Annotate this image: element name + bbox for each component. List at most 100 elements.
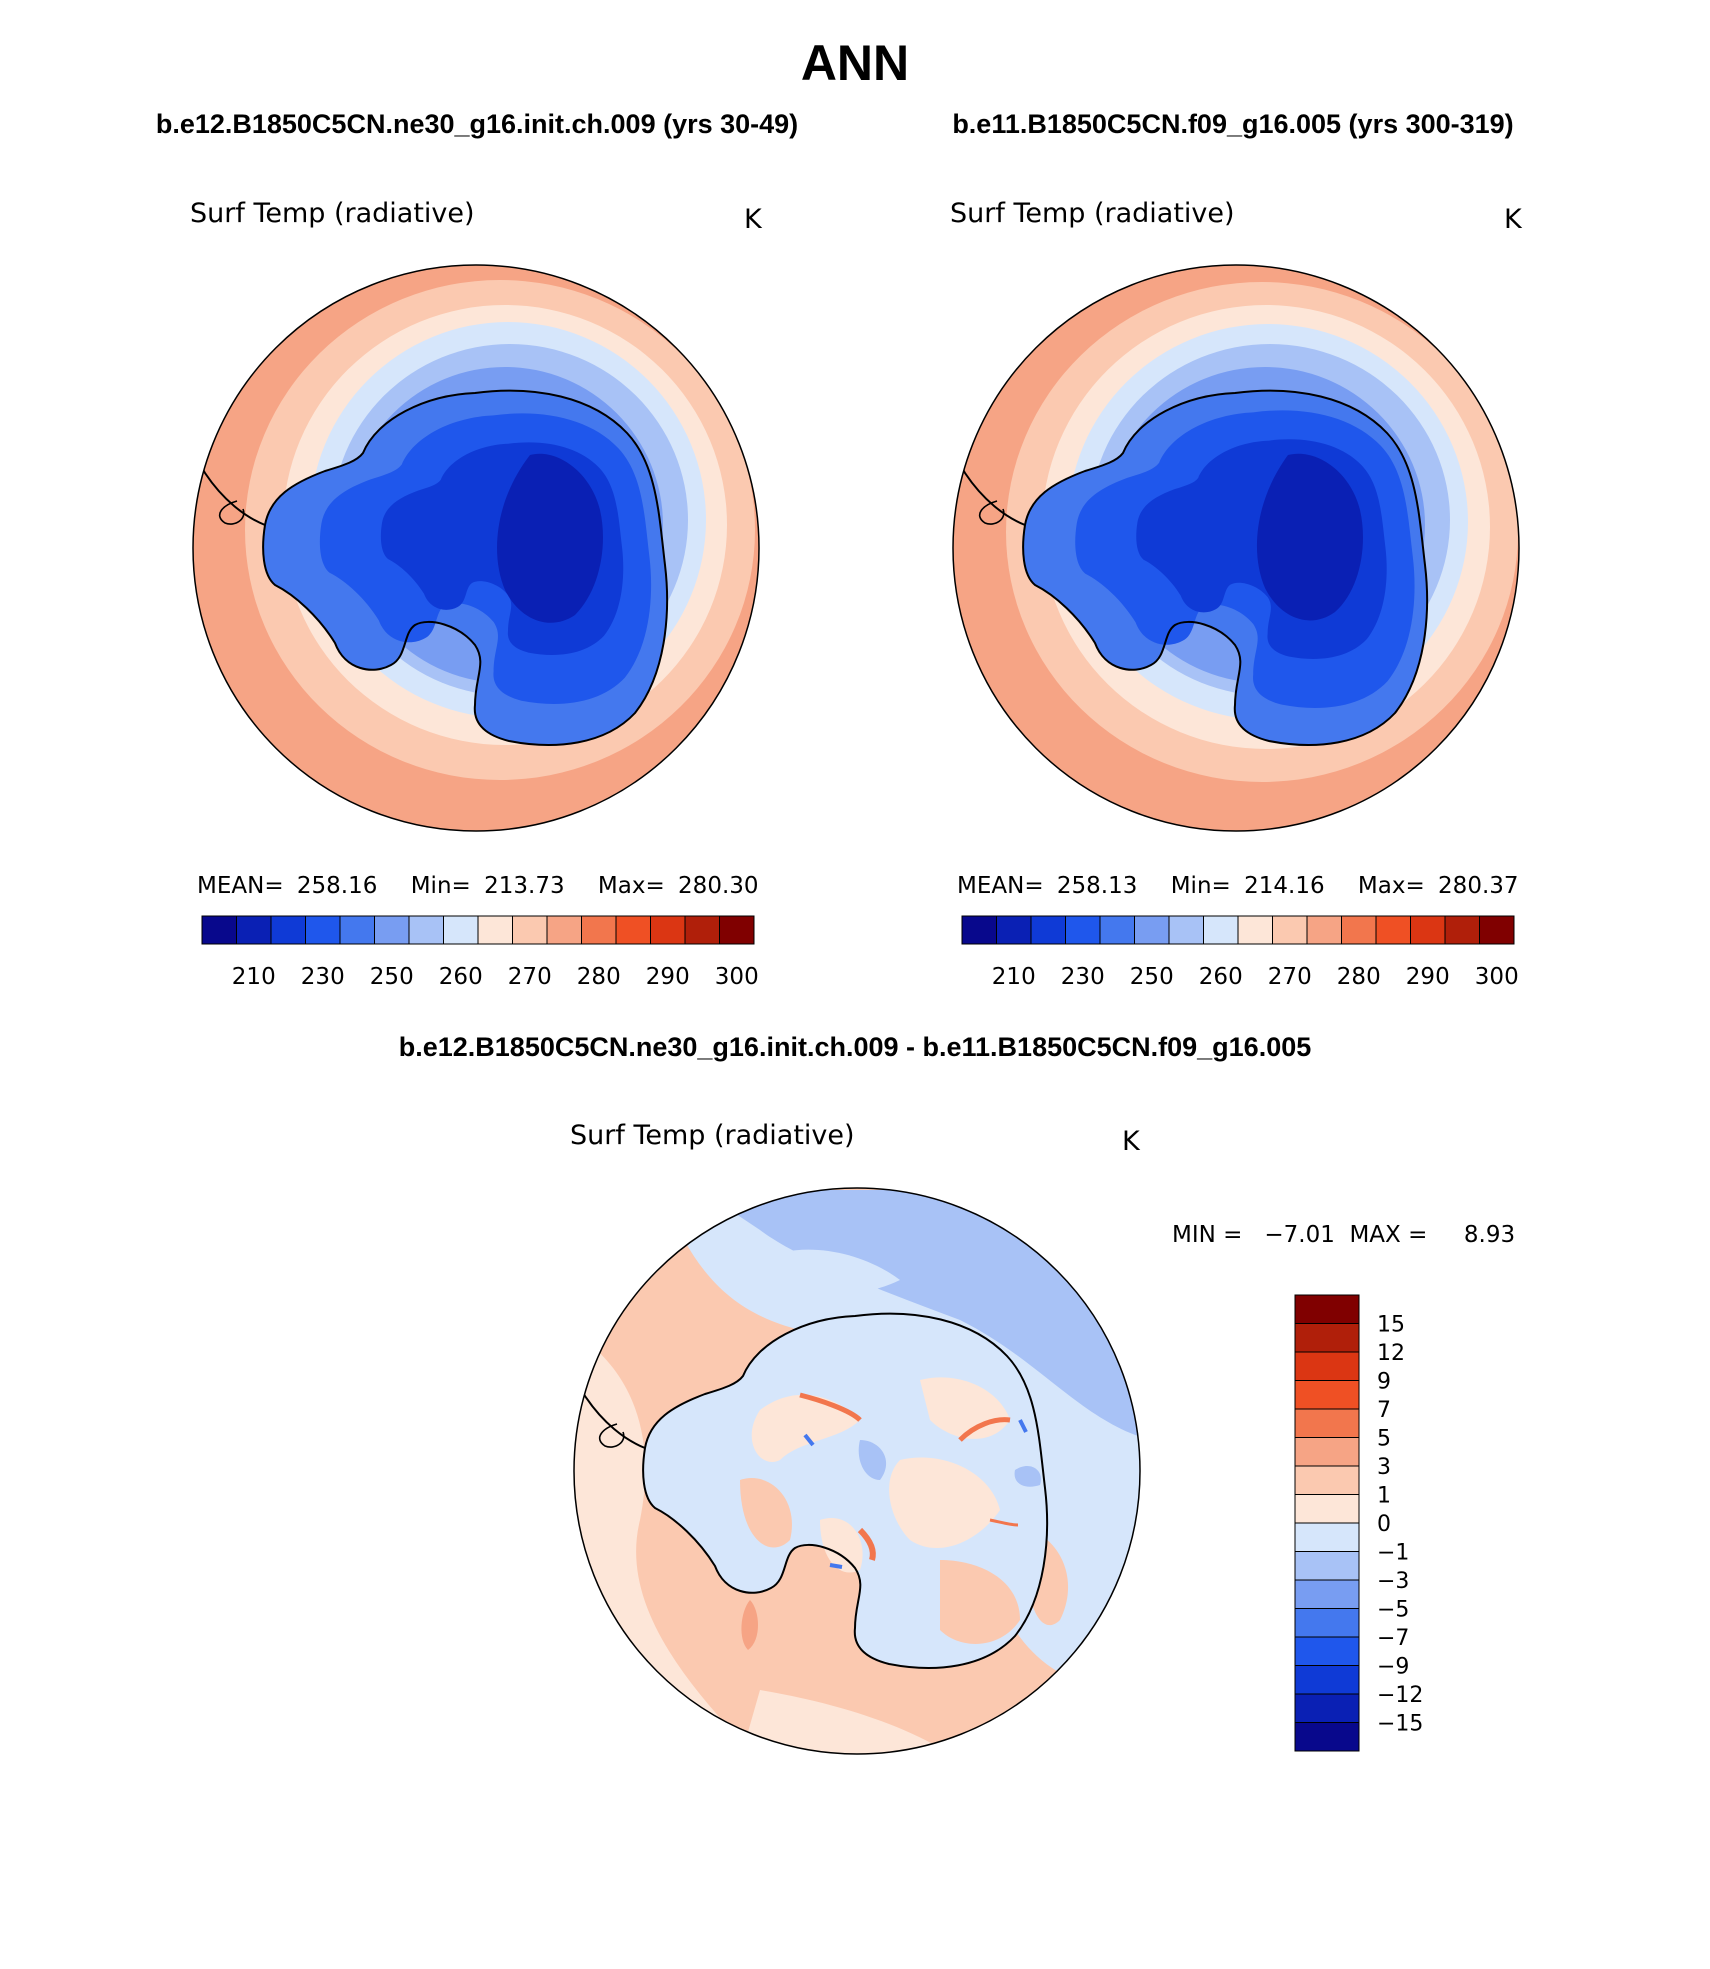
- panel-right-colorbar: 210 230 250 260 270 280 290 300: [961, 915, 1519, 990]
- diff-map-border: [573, 1187, 1141, 1755]
- diff-colorbar-swatch: [1294, 1551, 1360, 1581]
- panel-right-units: K: [1504, 204, 1523, 235]
- diff-colorbar-swatch: [1294, 1494, 1360, 1524]
- diff-colorbar-swatch: [1294, 1693, 1360, 1723]
- left-colorbar-tick-label: 260: [439, 964, 483, 990]
- diff-colorbar-swatch: [1294, 1665, 1360, 1695]
- right-colorbar-swatch: [1030, 915, 1066, 945]
- diff-colorbar-swatch: [1294, 1380, 1360, 1410]
- diff-colorbar-tick-label: 3: [1377, 1455, 1391, 1480]
- panel-right-map: [953, 265, 1519, 831]
- left-colorbar-tick-label: 300: [715, 964, 759, 990]
- left-colorbar-swatch: [546, 915, 582, 945]
- left-colorbar-tick-label: 250: [370, 964, 414, 990]
- diff-colorbar-tick-label: −12: [1377, 1683, 1423, 1708]
- right-colorbar-swatch: [1444, 915, 1480, 945]
- right-colorbar-tick-label: 290: [1406, 964, 1450, 990]
- right-colorbar-swatch: [961, 915, 997, 945]
- diff-colorbar-tick-label: −15: [1377, 1712, 1423, 1737]
- left-colorbar-tick-label: 230: [301, 964, 345, 990]
- diff-title: b.e12.B1850C5CN.ne30_g16.init.ch.009 - b…: [399, 1032, 1312, 1062]
- left-colorbar-swatch: [443, 915, 479, 945]
- right-colorbar-swatch: [996, 915, 1032, 945]
- left-colorbar-swatch: [339, 915, 375, 945]
- panel-right-case-title: b.e11.B1850C5CN.f09_g16.005 (yrs 300-319…: [952, 109, 1513, 139]
- diff-units: K: [1122, 1126, 1141, 1157]
- diff-colorbar-swatch: [1294, 1351, 1360, 1381]
- diff-colorbar-tick-label: 1: [1377, 1484, 1391, 1509]
- panel-left-map-border: [192, 264, 760, 832]
- right-colorbar-swatch: [1168, 915, 1204, 945]
- right-colorbar-tick-label: 230: [1061, 964, 1105, 990]
- left-colorbar-swatch: [684, 915, 720, 945]
- diff-colorbar-tick-label: 15: [1377, 1313, 1405, 1338]
- right-colorbar-tick-label: 300: [1475, 964, 1519, 990]
- left-colorbar-swatch: [512, 915, 548, 945]
- diff-colorbar-swatch: [1294, 1323, 1360, 1353]
- panel-left: Surf Temp (radiative) K MEAN= 258.16 Min…: [190, 198, 763, 990]
- panel-left-stats: MEAN= 258.16 Min= 213.73 Max= 280.30: [197, 873, 759, 899]
- diff-colorbar-tick-label: −3: [1377, 1569, 1409, 1594]
- left-colorbar-tick-label: 210: [232, 964, 276, 990]
- diff-minmax: MIN = −7.01 MAX = 8.93: [1172, 1222, 1515, 1248]
- right-colorbar-swatch: [1375, 915, 1411, 945]
- left-colorbar-swatch: [477, 915, 513, 945]
- panel-left-colorbar: 210 230 250 260 270 280 290 300: [201, 915, 759, 990]
- left-colorbar-swatch: [719, 915, 755, 945]
- diff-colorbar-swatch: [1294, 1408, 1360, 1438]
- diff-colorbar-swatch: [1294, 1522, 1360, 1552]
- left-colorbar-swatch: [581, 915, 617, 945]
- left-colorbar-swatch: [201, 915, 237, 945]
- panel-left-units: K: [744, 204, 763, 235]
- left-colorbar-swatch: [305, 915, 341, 945]
- panel-diff: Surf Temp (radiative) K: [570, 1120, 1515, 1755]
- right-colorbar-swatch: [1099, 915, 1135, 945]
- right-colorbar-tick-label: 210: [992, 964, 1036, 990]
- left-colorbar-swatch: [615, 915, 651, 945]
- right-colorbar-swatch: [1410, 915, 1446, 945]
- panel-left-case-title: b.e12.B1850C5CN.ne30_g16.init.ch.009 (yr…: [156, 109, 798, 139]
- diff-colorbar-swatch: [1294, 1636, 1360, 1666]
- right-colorbar-swatch: [1479, 915, 1515, 945]
- left-colorbar-swatch: [270, 915, 306, 945]
- right-colorbar-swatch: [1065, 915, 1101, 945]
- right-colorbar-tick-label: 250: [1130, 964, 1174, 990]
- diff-colorbar-tick-label: −7: [1377, 1626, 1409, 1651]
- diff-colorbar-tick-label: 12: [1377, 1341, 1405, 1366]
- diff-colorbar-swatch: [1294, 1437, 1360, 1467]
- diff-map: [574, 1188, 1140, 1754]
- right-colorbar-swatch: [1203, 915, 1239, 945]
- panel-left-variable: Surf Temp (radiative): [190, 198, 475, 229]
- panel-right-variable: Surf Temp (radiative): [950, 198, 1235, 229]
- diff-colorbar-tick-label: −5: [1377, 1598, 1409, 1623]
- diff-colorbar-swatch: [1294, 1294, 1360, 1324]
- right-colorbar-swatch: [1272, 915, 1308, 945]
- right-colorbar-swatch: [1306, 915, 1342, 945]
- left-colorbar-tick-label: 280: [577, 964, 621, 990]
- panel-right: Surf Temp (radiative) K MEAN= 258.13 Min…: [950, 198, 1523, 990]
- diff-variable: Surf Temp (radiative): [570, 1120, 855, 1151]
- panel-left-map: [193, 265, 759, 831]
- left-colorbar-swatch: [408, 915, 444, 945]
- right-colorbar-swatch: [1134, 915, 1170, 945]
- right-colorbar-tick-label: 280: [1337, 964, 1381, 990]
- main-title: ANN: [801, 35, 909, 91]
- right-colorbar-tick-label: 260: [1199, 964, 1243, 990]
- diff-colorbar-tick-label: −9: [1377, 1655, 1409, 1680]
- left-colorbar-swatch: [374, 915, 410, 945]
- diff-colorbar-swatch: [1294, 1608, 1360, 1638]
- diff-colorbar-swatch: [1294, 1579, 1360, 1609]
- diff-colorbar-tick-label: 9: [1377, 1370, 1391, 1395]
- diff-colorbar-swatch: [1294, 1722, 1360, 1752]
- diff-colorbar-swatch: [1294, 1465, 1360, 1495]
- right-colorbar-swatch: [1341, 915, 1377, 945]
- left-colorbar-tick-label: 270: [508, 964, 552, 990]
- panel-right-stats: MEAN= 258.13 Min= 214.16 Max= 280.37: [957, 873, 1519, 899]
- right-colorbar-tick-label: 270: [1268, 964, 1312, 990]
- diff-colorbar-tick-label: 5: [1377, 1427, 1391, 1452]
- left-colorbar-swatch: [650, 915, 686, 945]
- right-colorbar-swatch: [1237, 915, 1273, 945]
- diff-colorbar-tick-label: −1: [1377, 1541, 1409, 1566]
- diff-colorbar-tick-label: 0: [1377, 1512, 1391, 1537]
- left-colorbar-tick-label: 290: [646, 964, 690, 990]
